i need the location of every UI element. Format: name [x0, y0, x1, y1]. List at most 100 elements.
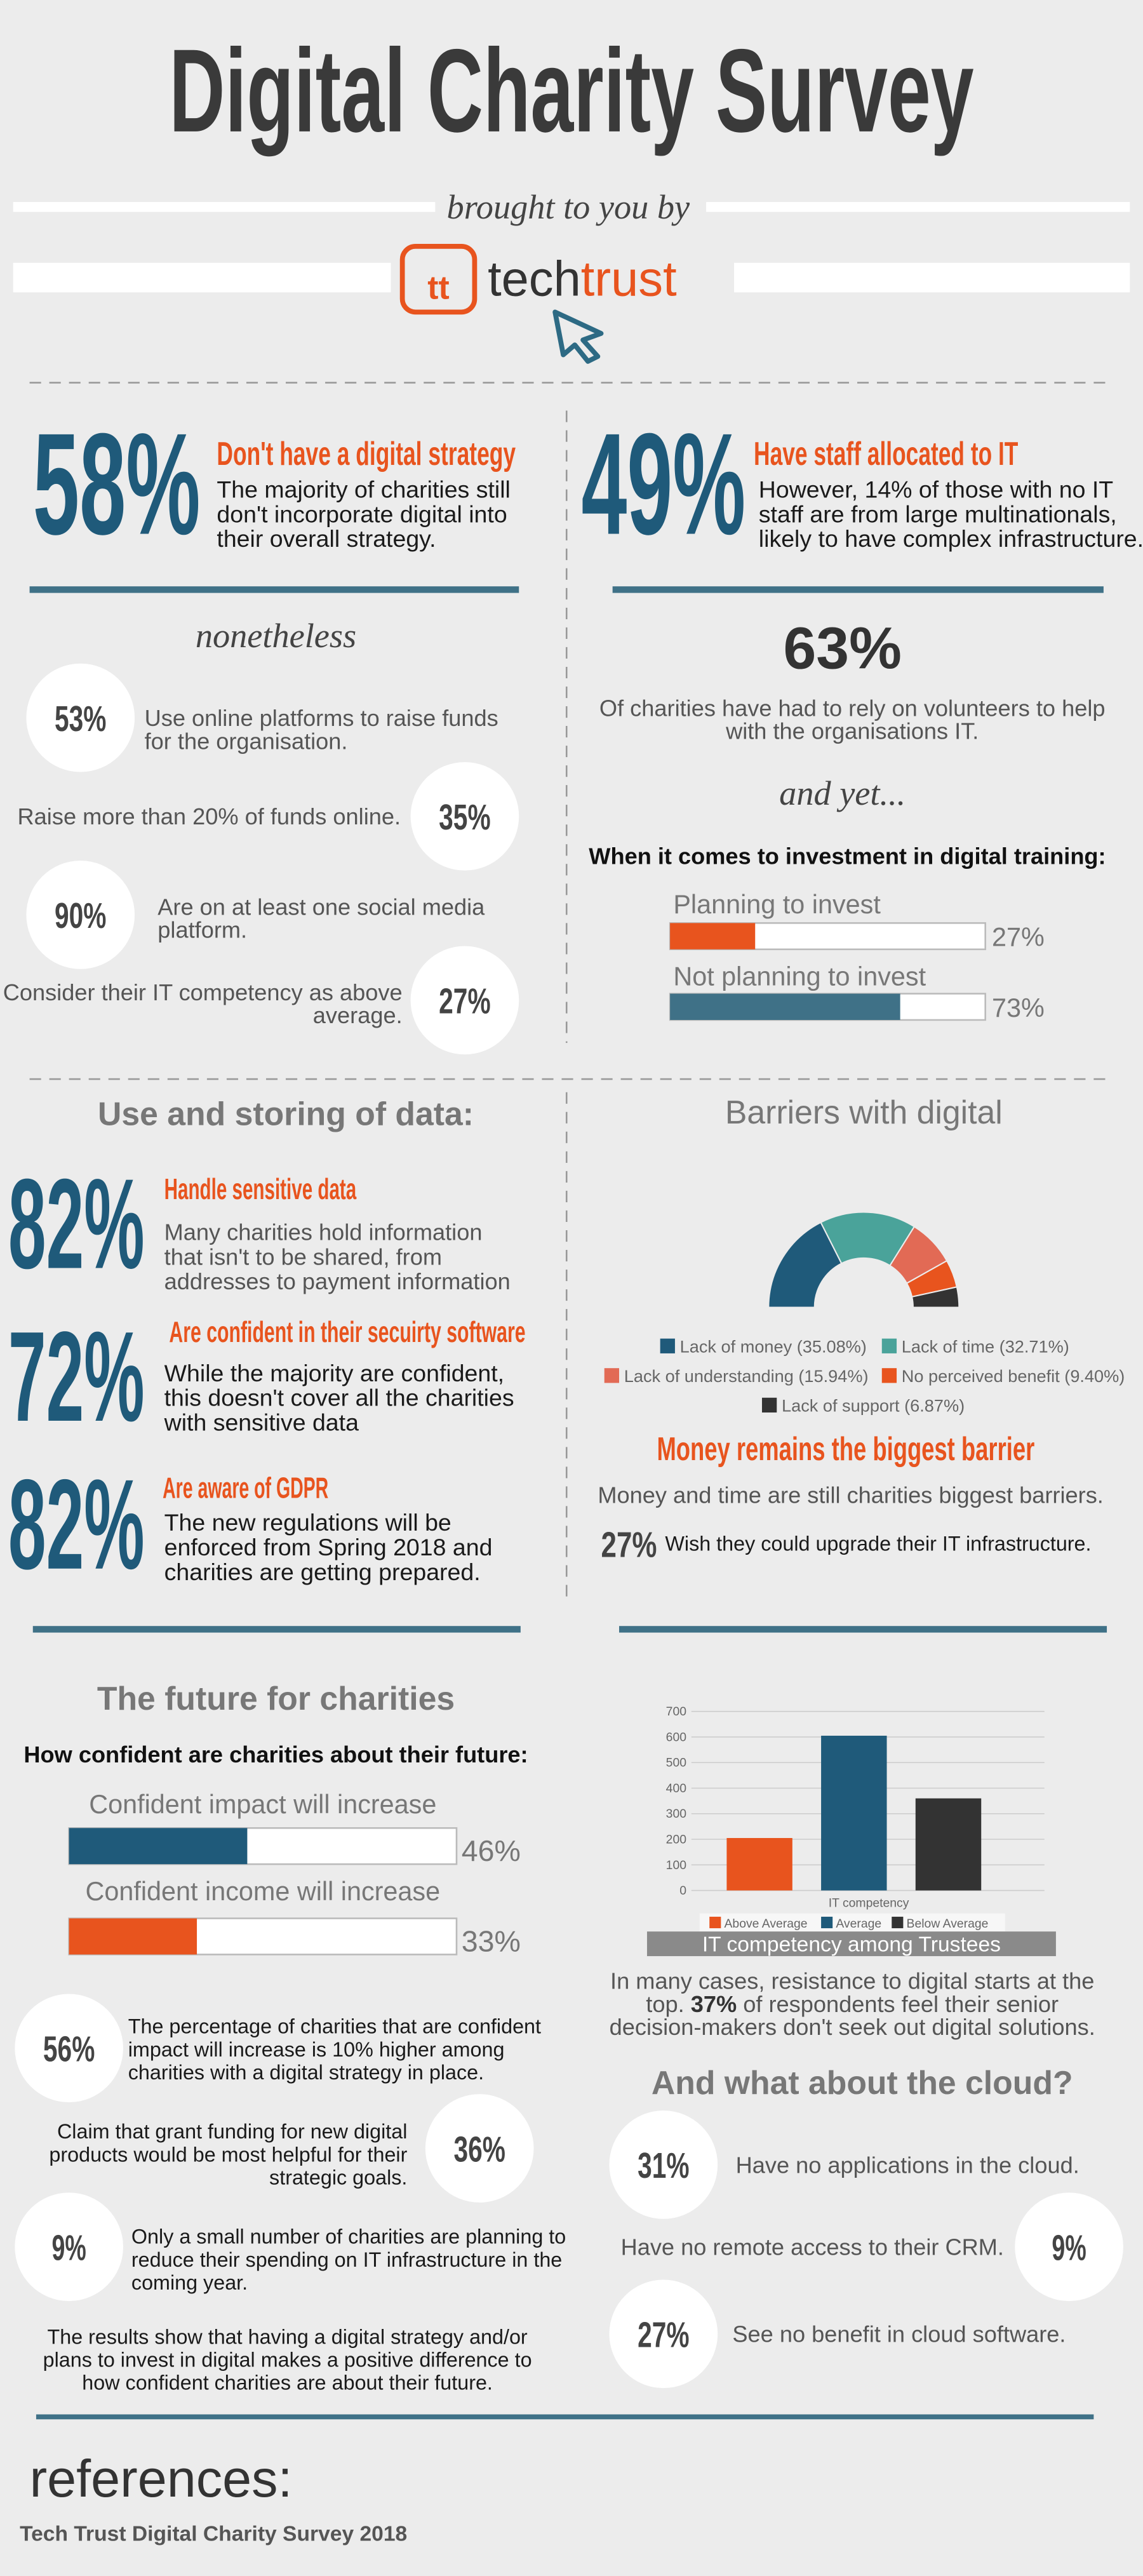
question: When it comes to investment in digital t…	[589, 843, 1106, 869]
bar	[670, 923, 756, 949]
value-label: 33%	[462, 1924, 521, 1957]
body-text: with the organisations IT.	[725, 718, 979, 744]
legend-box	[699, 1913, 1005, 1932]
value-label: 27%	[992, 923, 1045, 952]
body-text: top. 37% of respondents feel their senio…	[646, 1991, 1059, 2017]
stat-circle	[609, 2110, 718, 2219]
body-text: Have no remote access to their CRM.	[621, 2234, 1004, 2260]
circle-stat: 27%	[601, 1525, 657, 1566]
donut-segment	[911, 1286, 960, 1308]
logo-trust: trust	[581, 252, 677, 306]
legend-swatch	[881, 1368, 897, 1383]
stat-heading: Have staff allocated to IT	[754, 435, 1019, 472]
rule	[734, 262, 1130, 293]
references-heading: references:	[30, 2449, 293, 2508]
body-text: Consider their IT competency as above	[3, 979, 403, 1005]
body-text: coming year.	[131, 2271, 248, 2294]
body-text: Raise more than 20% of funds online.	[18, 803, 401, 829]
body-text: The new regulations will be	[164, 1509, 451, 1536]
y-tick-label: 600	[666, 1730, 687, 1744]
stat-circle	[15, 2192, 124, 2302]
circle-stat: 56%	[43, 2029, 95, 2070]
circle-stat: 27%	[638, 2315, 689, 2356]
body-text: average.	[313, 1002, 403, 1028]
rule	[36, 2414, 1094, 2420]
body-text: for the organisation.	[145, 728, 348, 754]
stat-circle	[1015, 2192, 1123, 2302]
body-text: Of charities have had to rely on volunte…	[599, 695, 1106, 721]
body-text: Are on at least one social media	[157, 894, 485, 920]
body-text: don't incorporate digital into	[217, 500, 507, 527]
circle-stat: 90%	[55, 896, 106, 936]
stat-heading: Are aware of GDPR	[163, 1472, 328, 1505]
legend-swatch	[604, 1368, 619, 1383]
y-tick-label: 100	[666, 1858, 687, 1872]
legend-swatch	[821, 1916, 833, 1929]
circle-stat: 36%	[453, 2129, 505, 2170]
body-text: However, 14% of those with no IT	[759, 476, 1113, 503]
body-text: In many cases, resistance to digital sta…	[610, 1968, 1094, 1994]
body-text: The percentage of charities that are con…	[128, 2015, 541, 2038]
text-run: decision-makers don't seek out digital s…	[610, 2014, 1095, 2040]
cursor-icon	[552, 309, 604, 364]
value-label: 46%	[462, 1834, 521, 1867]
circle-stat: 9%	[1052, 2227, 1086, 2268]
rule	[13, 262, 391, 293]
legend-label: No perceived benefit (9.40%)	[902, 1366, 1125, 1386]
circle-stat: 9%	[52, 2227, 86, 2268]
body-text: this doesn't cover all the charities	[164, 1385, 514, 1411]
value-label: 73%	[992, 993, 1045, 1023]
body-text: how confident charities are about their …	[82, 2371, 493, 2394]
circle-stat: 53%	[55, 699, 106, 739]
big-stat: 49%	[582, 403, 746, 565]
bar	[69, 1918, 197, 1955]
stat-circle	[410, 761, 519, 871]
y-tick-label: 300	[666, 1807, 687, 1821]
legend-swatch	[709, 1916, 721, 1929]
donut-segment	[820, 1211, 916, 1267]
body-text: Claim that grant funding for new digital	[57, 2120, 407, 2143]
rule	[706, 202, 1130, 212]
references-source: Tech Trust Digital Charity Survey 2018	[20, 2523, 407, 2546]
legend-label: Lack of time (32.71%)	[902, 1337, 1069, 1357]
rule	[32, 1626, 521, 1633]
x-tick-label: IT competency	[829, 1896, 909, 1910]
donut-segment	[768, 1221, 843, 1308]
stat-circle	[425, 2094, 534, 2203]
big-stat: 82%	[8, 1452, 145, 1596]
logo-tech: tech	[488, 252, 581, 306]
legend-swatch	[660, 1338, 675, 1353]
logo-box	[399, 244, 478, 315]
body-text: impact will increase is 10% higher among	[128, 2038, 505, 2061]
body-text: decision-makers don't seek out digital s…	[610, 2014, 1095, 2040]
text-run: 37%	[691, 1991, 737, 2017]
body-text: that isn't to be shared, from	[164, 1244, 442, 1270]
legend-swatch	[881, 1338, 897, 1353]
legend-label: Lack of understanding (15.94%)	[624, 1366, 869, 1386]
circle-stat: 31%	[638, 2145, 689, 2186]
y-tick-label: 400	[666, 1781, 687, 1795]
circle-stat: 35%	[439, 797, 490, 838]
bar	[726, 1838, 792, 1891]
bar-label: Confident impact will increase	[89, 1790, 436, 1819]
stat-circle	[609, 2279, 718, 2389]
text-run: In many cases, resistance to digital sta…	[610, 1968, 1094, 1994]
title-banner	[646, 1931, 1056, 1957]
body-text: likely to have complex infrastructure.	[759, 525, 1143, 552]
body-text: plans to invest in digital makes a posit…	[43, 2349, 532, 2371]
logo-text: techtrust	[488, 252, 677, 306]
body-text: reduce their spending on IT infrastructu…	[131, 2248, 562, 2271]
bar	[915, 1798, 982, 1891]
big-stat: 58%	[33, 403, 201, 565]
legend-label: Lack of money (35.08%)	[680, 1337, 867, 1357]
legend-label: Above Average	[725, 1917, 808, 1931]
section-heading: Use and storing of data:	[98, 1095, 474, 1132]
logo-mark: tt	[427, 269, 449, 306]
question: How confident are charities about their …	[23, 1741, 528, 1768]
rule	[13, 202, 436, 212]
script-heading: nonetheless	[196, 617, 356, 655]
body-text: platform.	[157, 917, 247, 943]
body-text: The results show that having a digital s…	[48, 2325, 528, 2348]
